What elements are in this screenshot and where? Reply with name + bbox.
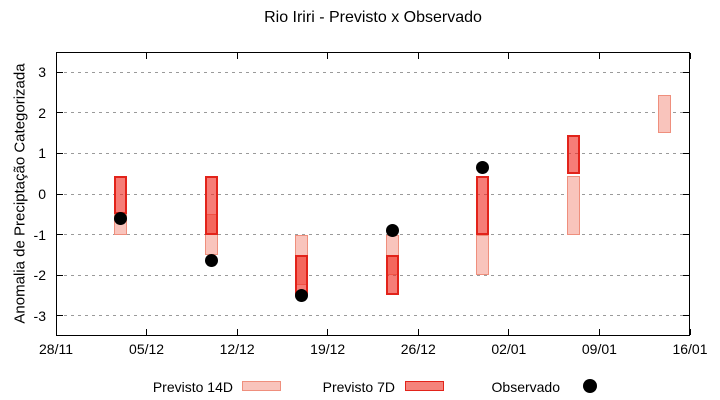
y-tick-right bbox=[683, 234, 689, 236]
y-tick-right bbox=[683, 112, 689, 114]
x-tick-bottom bbox=[327, 329, 329, 335]
x-tick-top bbox=[55, 53, 57, 59]
y-tick-left bbox=[57, 193, 63, 195]
x-tick-label: 02/01 bbox=[491, 341, 527, 357]
plot-area bbox=[56, 52, 690, 336]
x-tick-top bbox=[327, 53, 329, 59]
gridline bbox=[57, 112, 689, 114]
chart-title: Rio Iriri - Previsto x Observado bbox=[264, 9, 482, 26]
y-tick-left bbox=[57, 234, 63, 236]
forecast-14d-bar bbox=[657, 94, 671, 134]
legend-label-previsto-14d: Previsto 14D bbox=[152, 379, 233, 395]
y-tick-left bbox=[57, 315, 63, 317]
gridline bbox=[57, 315, 689, 317]
forecast-7d-bar bbox=[476, 175, 490, 235]
x-tick-label: 26/12 bbox=[400, 341, 436, 357]
observed-point bbox=[204, 254, 218, 268]
legend-observado-dot-icon bbox=[583, 379, 597, 393]
y-tick-label: 3 bbox=[38, 64, 46, 81]
x-tick-label: 28/11 bbox=[39, 341, 73, 357]
y-tick-label: 2 bbox=[38, 104, 46, 121]
y-tick-right bbox=[683, 315, 689, 317]
observed-point bbox=[476, 161, 490, 175]
y-tick-left bbox=[57, 274, 63, 276]
forecast-7d-bar bbox=[114, 175, 128, 215]
x-tick-label: 12/12 bbox=[219, 341, 255, 357]
forecast-7d-bar bbox=[567, 135, 581, 174]
forecast-14d-bar bbox=[476, 234, 490, 276]
x-tick-label: 19/12 bbox=[310, 341, 346, 357]
x-tick-bottom bbox=[146, 329, 148, 335]
legend-swatch-previsto-14d-icon bbox=[242, 381, 281, 391]
gridline bbox=[57, 274, 689, 276]
y-tick-label: 1 bbox=[38, 145, 46, 162]
x-tick-bottom bbox=[236, 329, 238, 335]
x-tick-top bbox=[417, 53, 419, 59]
y-tick-label: -2 bbox=[33, 267, 46, 284]
forecast-7d-bar bbox=[385, 254, 399, 296]
y-tick-left bbox=[57, 152, 63, 154]
y-tick-left bbox=[57, 71, 63, 73]
observed-point bbox=[114, 211, 128, 225]
forecast-14d-bar bbox=[567, 175, 581, 235]
observed-point bbox=[295, 288, 309, 302]
x-tick-bottom bbox=[508, 329, 510, 335]
gridline bbox=[57, 71, 689, 73]
x-tick-top bbox=[146, 53, 148, 59]
y-tick-right bbox=[683, 193, 689, 195]
gridline bbox=[57, 234, 689, 236]
legend-label-previsto-7d: Previsto 7D bbox=[322, 379, 395, 395]
x-tick-label: 05/12 bbox=[129, 341, 165, 357]
x-tick-bottom bbox=[417, 329, 419, 335]
x-tick-bottom bbox=[689, 329, 691, 335]
x-tick-top bbox=[236, 53, 238, 59]
y-tick-left bbox=[57, 112, 63, 114]
y-tick-right bbox=[683, 71, 689, 73]
legend-label-observado: Observado bbox=[491, 379, 560, 395]
x-tick-top bbox=[508, 53, 510, 59]
x-tick-bottom bbox=[55, 329, 57, 335]
legend-swatch-previsto-7d-icon bbox=[405, 381, 444, 391]
x-tick-top bbox=[689, 53, 691, 59]
x-tick-top bbox=[598, 53, 600, 59]
y-tick-right bbox=[683, 274, 689, 276]
y-tick-label: -3 bbox=[33, 307, 46, 324]
gridline bbox=[57, 193, 689, 195]
y-tick-right bbox=[683, 152, 689, 154]
forecast-7d-bar bbox=[204, 175, 218, 235]
observed-point bbox=[385, 224, 399, 237]
y-tick-label: -1 bbox=[33, 226, 46, 243]
x-tick-label: 09/01 bbox=[581, 341, 617, 357]
x-tick-bottom bbox=[598, 329, 600, 335]
gridline bbox=[57, 152, 689, 154]
y-tick-label: 0 bbox=[38, 186, 46, 202]
x-tick-label: 16/01 bbox=[672, 341, 708, 357]
